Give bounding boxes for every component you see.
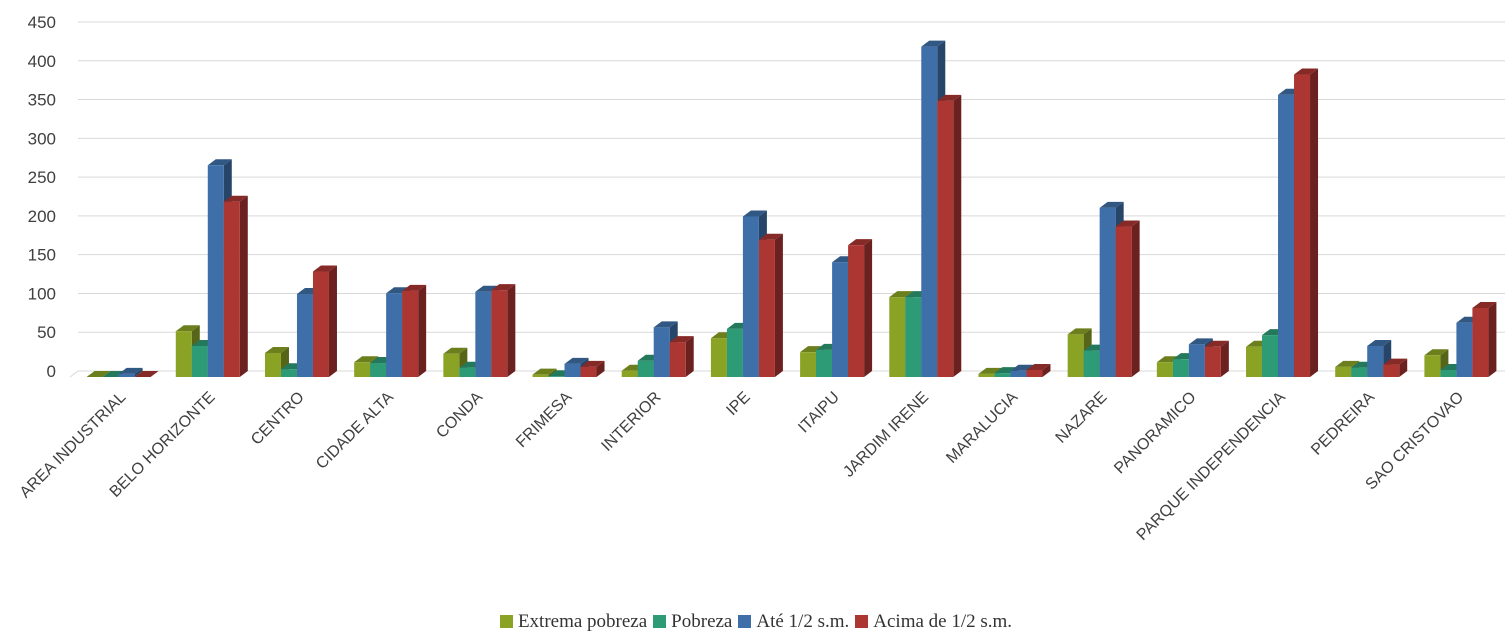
legend-swatch bbox=[855, 615, 869, 628]
legend: Extrema pobreza Pobreza Até 1/2 s.m. Acima … bbox=[0, 611, 1512, 633]
legend-swatch bbox=[738, 615, 752, 628]
bar bbox=[580, 360, 605, 377]
y-tick-label: 100 bbox=[28, 284, 56, 303]
y-tick-label: 50 bbox=[37, 323, 56, 342]
y-tick-label: 0 bbox=[47, 362, 56, 381]
y-tick-label: 350 bbox=[28, 91, 56, 110]
y-tick-label: 450 bbox=[28, 13, 56, 32]
legend-label: Até 1/2 s.m. bbox=[756, 611, 850, 632]
bar bbox=[1204, 340, 1229, 377]
y-tick-label: 400 bbox=[28, 52, 56, 71]
x-tick-label: CENTRO bbox=[248, 389, 308, 449]
bar bbox=[1115, 220, 1140, 377]
legend-item: Até 1/2 s.m. bbox=[738, 611, 849, 633]
bar bbox=[223, 195, 248, 377]
bar bbox=[1472, 301, 1497, 377]
legend-swatch bbox=[499, 615, 513, 628]
bar bbox=[1026, 364, 1051, 377]
bar bbox=[937, 94, 962, 377]
bar bbox=[758, 233, 783, 377]
x-tick-label: IPE bbox=[723, 389, 753, 419]
x-tick-label: INTERIOR bbox=[598, 389, 664, 455]
bar bbox=[669, 336, 694, 377]
y-tick-label: 300 bbox=[28, 129, 56, 148]
x-tick-label: MARALUCIA bbox=[943, 389, 1021, 467]
y-tick-label: 250 bbox=[28, 168, 56, 187]
legend-label: Pobreza bbox=[671, 611, 733, 632]
x-tick-label: CIDADE ALTA bbox=[313, 389, 397, 473]
bar bbox=[1383, 358, 1408, 377]
bars bbox=[86, 40, 1497, 378]
bar bbox=[312, 265, 337, 377]
y-axis: 0 50 100 150 200 250 300 350 400 450 bbox=[28, 13, 56, 381]
bar bbox=[1294, 68, 1319, 378]
bar bbox=[134, 371, 159, 377]
x-tick-label: NAZARE bbox=[1053, 389, 1111, 447]
x-tick-label: PANORAMICO bbox=[1111, 389, 1199, 477]
floor-edge bbox=[69, 370, 79, 378]
x-tick-label: ITAIPU bbox=[795, 389, 843, 437]
legend-item: Acima de 1/2 s.m. bbox=[855, 611, 1012, 633]
x-tick-label: PARQUE INDEPENDENCIA bbox=[1134, 389, 1289, 544]
chart: 0 50 100 150 200 250 300 350 400 450 AREA INDUSTR… bbox=[17, 13, 1505, 544]
bar bbox=[402, 284, 427, 377]
legend-item: Pobreza bbox=[653, 611, 732, 633]
x-tick-label: CONDA bbox=[433, 389, 486, 442]
legend-label: Extrema pobreza bbox=[517, 611, 648, 632]
bar bbox=[848, 239, 873, 377]
x-tick-label: JARDIM IRENE bbox=[840, 389, 932, 481]
x-tick-label: PEDREIRA bbox=[1308, 389, 1378, 459]
bar bbox=[118, 367, 143, 377]
legend-label: Acima de 1/2 s.m. bbox=[873, 611, 1013, 632]
legend-swatch bbox=[653, 615, 667, 628]
y-tick-label: 200 bbox=[28, 207, 56, 226]
bar bbox=[491, 284, 516, 377]
y-tick-label: 150 bbox=[28, 246, 56, 265]
legend-item: Extrema pobreza bbox=[499, 611, 648, 633]
x-tick-label: FRIMESA bbox=[513, 389, 576, 452]
x-tick-label: SAO CRISTOVAO bbox=[1363, 389, 1468, 494]
